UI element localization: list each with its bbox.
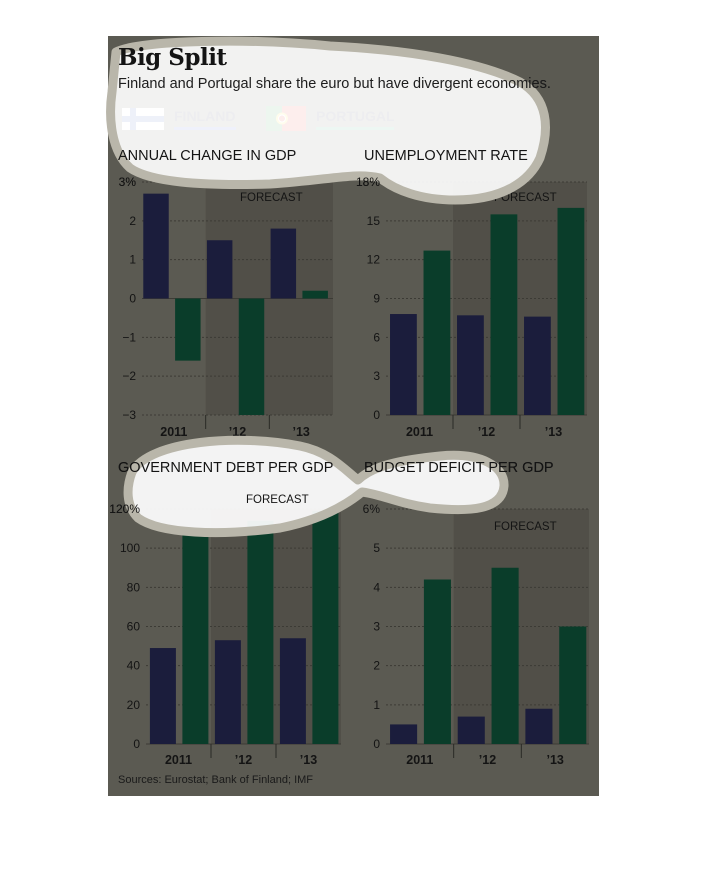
y-tick-label: 0 — [133, 737, 140, 751]
y-tick-label: 1 — [373, 698, 380, 712]
x-tick-label: ’13 — [292, 425, 309, 439]
bar-portugal-0 — [182, 534, 209, 744]
y-tick-label: −2 — [122, 369, 136, 383]
bar-portugal-0 — [423, 579, 451, 744]
x-tick-label: ’13 — [545, 425, 562, 439]
y-tick-label: 20 — [127, 698, 141, 712]
bar-finland-0 — [149, 648, 176, 744]
x-tick-label: 2011 — [406, 425, 433, 439]
y-tick-label: 60 — [127, 620, 141, 634]
x-tick-label: ’13 — [300, 753, 317, 767]
y-tick-label: 40 — [127, 659, 141, 673]
bar-finland-0 — [390, 314, 417, 415]
bar-portugal-1 — [238, 298, 265, 415]
x-tick-label: ’13 — [546, 753, 563, 767]
bar-finland-0 — [390, 724, 418, 744]
y-tick-label: 9 — [373, 292, 380, 306]
bar-finland-0 — [143, 193, 169, 299]
y-tick-label: 80 — [127, 580, 141, 594]
page-title-overlay: Big Split — [118, 44, 227, 71]
y-tick-label: 1 — [129, 253, 136, 267]
y-tick-label: 0 — [373, 737, 380, 751]
bar-portugal-1 — [247, 520, 274, 744]
y-tick-label: 15 — [367, 214, 381, 228]
bar-portugal-0 — [175, 298, 201, 361]
y-tick-label: 100 — [120, 541, 140, 555]
forecast-label: FORECAST — [494, 521, 557, 533]
bar-finland-1 — [214, 640, 241, 744]
forecast-label: FORECAST — [246, 494, 309, 506]
bar-finland-2 — [524, 316, 551, 415]
bar-portugal-2 — [312, 510, 339, 744]
y-tick-label: 3 — [373, 620, 380, 634]
y-tick-label: 3% — [119, 175, 137, 189]
bar-portugal-2 — [559, 626, 587, 744]
forecast-label: FORECAST — [494, 192, 557, 204]
bar-portugal-1 — [490, 214, 518, 415]
chart-title: GOVERNMENT DEBT PER GDP — [118, 460, 333, 476]
bar-finland-2 — [279, 638, 306, 744]
x-tick-label: 2011 — [406, 753, 433, 767]
forecast-label: FORECAST — [240, 192, 303, 204]
bar-portugal-1 — [491, 567, 519, 744]
y-tick-label: 0 — [129, 292, 136, 306]
y-tick-label: 2 — [129, 214, 136, 228]
y-tick-label: −3 — [122, 408, 136, 422]
x-tick-label: ’12 — [479, 753, 496, 767]
bar-portugal-0 — [423, 250, 451, 415]
source-note: Sources: Eurostat; Bank of Finland; IMF — [118, 774, 314, 786]
chart-title: BUDGET DEFICIT PER GDP — [364, 460, 554, 476]
y-tick-label: −1 — [122, 330, 136, 344]
y-tick-label: 6% — [363, 502, 381, 516]
chart-title: UNEMPLOYMENT RATE — [364, 148, 528, 164]
y-tick-label: 4 — [373, 580, 380, 594]
bar-finland-1 — [457, 716, 485, 744]
page-subtitle-overlay: Finland and Portugal share the euro but … — [118, 76, 551, 92]
y-tick-label: 0 — [373, 408, 380, 422]
y-tick-label: 120% — [109, 502, 140, 516]
bar-finland-2 — [270, 228, 297, 299]
y-tick-label: 2 — [373, 659, 380, 673]
bar-portugal-2 — [557, 207, 585, 415]
x-tick-label: 2011 — [160, 425, 187, 439]
x-tick-label: ’12 — [235, 753, 252, 767]
y-tick-label: 18% — [356, 175, 380, 189]
bar-finland-1 — [457, 315, 484, 415]
x-tick-label: ’12 — [229, 425, 246, 439]
x-tick-label: ’12 — [478, 425, 495, 439]
chart-title: ANNUAL CHANGE IN GDP — [118, 148, 296, 164]
y-tick-label: 12 — [367, 253, 381, 267]
x-tick-label: 2011 — [165, 753, 192, 767]
bar-portugal-2 — [302, 290, 328, 299]
y-tick-label: 5 — [373, 541, 380, 555]
bar-finland-2 — [525, 708, 553, 744]
y-tick-label: 6 — [373, 330, 380, 344]
y-tick-label: 3 — [373, 369, 380, 383]
bar-finland-1 — [206, 240, 233, 299]
